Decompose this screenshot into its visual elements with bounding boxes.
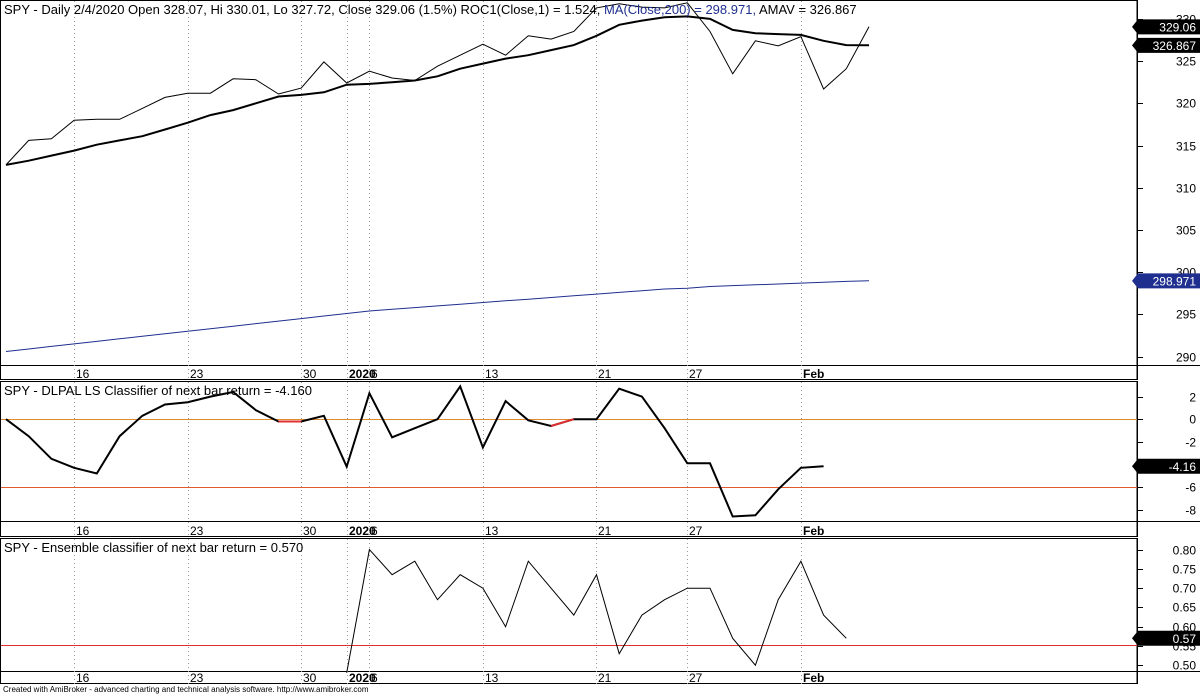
series-dlpal-highlight	[550, 418, 575, 427]
pane-title: SPY - DLPAL LS Classifier of next bar re…	[4, 383, 312, 398]
x-tick-label: 27	[689, 367, 703, 381]
pane-title: SPY - Ensemble classifier of next bar re…	[4, 540, 303, 555]
y-tick-label: -2	[1185, 436, 1196, 450]
y-tick-label: 295	[1176, 308, 1196, 322]
y-tick-label: 0	[1189, 413, 1196, 427]
y-tick-label: 290	[1176, 351, 1196, 365]
x-tick-label: 21	[598, 367, 612, 381]
series-ensemble-line	[346, 548, 847, 673]
x-tick-label: 30	[303, 671, 317, 685]
y-tick-label: 315	[1176, 140, 1196, 154]
pane-frame	[0, 0, 1138, 380]
x-tick-label: 6	[371, 524, 378, 538]
y-tick-label: 0.65	[1173, 601, 1197, 615]
y-tick-label: 0.50	[1173, 659, 1197, 673]
pane-title: SPY - Daily 2/4/2020 Open 328.07, Hi 330…	[4, 2, 857, 17]
x-tick-label: 6	[371, 671, 378, 685]
x-tick-label: 16	[76, 367, 90, 381]
x-tick-label: Feb	[803, 671, 824, 685]
value-tag-label: 329.06	[1159, 20, 1196, 34]
series-close-line	[5, 2, 870, 166]
y-tick-label: 305	[1176, 224, 1196, 238]
value-tag	[1132, 273, 1200, 289]
x-tick-label: 6	[371, 367, 378, 381]
x-tick-label: 30	[303, 524, 317, 538]
x-tick-label: Feb	[803, 524, 824, 538]
value-tag-label: 298.971	[1153, 274, 1197, 288]
x-tick-label: 23	[190, 671, 204, 685]
x-tick-label: 13	[485, 367, 499, 381]
series-dlpal-line	[5, 384, 824, 518]
y-tick-label: 2	[1189, 391, 1196, 405]
value-tag	[1132, 458, 1200, 474]
series-ma200-line	[5, 280, 870, 352]
value-tag	[1132, 630, 1200, 646]
pane-frame	[0, 538, 1138, 684]
x-tick-label: 16	[76, 524, 90, 538]
x-tick-label: 13	[485, 524, 499, 538]
value-tag-label: -4.16	[1169, 460, 1197, 474]
value-tag-label: 326.867	[1153, 39, 1197, 53]
x-tick-label: 2020	[349, 367, 376, 381]
value-tag	[1132, 37, 1200, 53]
x-tick-label: 23	[190, 524, 204, 538]
y-tick-label: 0.75	[1173, 563, 1197, 577]
y-tick-label: 325	[1176, 55, 1196, 69]
y-tick-label: 320	[1176, 97, 1196, 111]
y-tick-label: 0.80	[1173, 544, 1197, 558]
x-tick-label: 30	[303, 367, 317, 381]
x-tick-label: 27	[689, 524, 703, 538]
value-tag-label: 0.57	[1173, 632, 1197, 646]
value-tag	[1132, 19, 1200, 35]
y-tick-label: -6	[1185, 481, 1196, 495]
x-tick-label: 2020	[349, 524, 376, 538]
x-tick-label: 2020	[349, 671, 376, 685]
x-tick-label: 16	[76, 671, 90, 685]
x-tick-label: Feb	[803, 367, 824, 381]
footer-credit: Created with AmiBroker - advanced charti…	[3, 685, 369, 694]
x-tick-label: 21	[598, 671, 612, 685]
y-tick-label: -8	[1185, 504, 1196, 518]
pane-1: 290295300305310315320325330329.06326.867…	[0, 0, 1200, 381]
x-tick-label: 27	[689, 671, 703, 685]
x-tick-label: 13	[485, 671, 499, 685]
x-tick-label: 21	[598, 524, 612, 538]
series-amav-line	[5, 15, 870, 166]
y-tick-label: 310	[1176, 182, 1196, 196]
x-tick-label: 23	[190, 367, 204, 381]
y-tick-label: 0.70	[1173, 582, 1197, 596]
